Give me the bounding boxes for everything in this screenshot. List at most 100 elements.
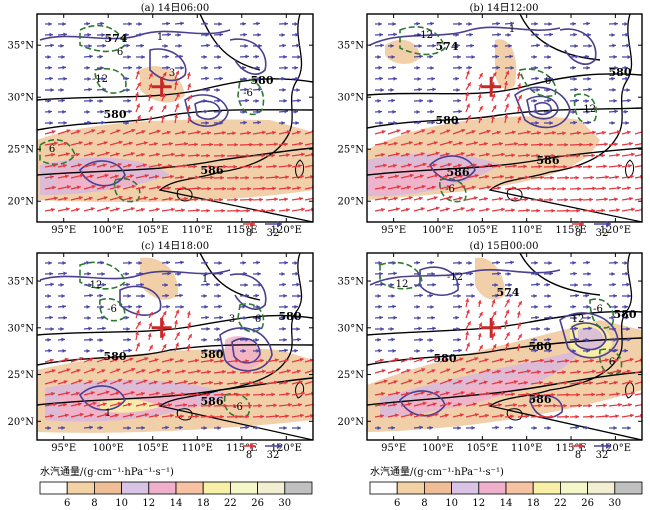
wind-arrow-head bbox=[396, 129, 401, 134]
wind-arrow-head bbox=[297, 54, 301, 59]
wind-arrow-head bbox=[589, 381, 593, 385]
island-taiwan bbox=[625, 381, 635, 399]
panel-a-title: (a) 14日06:00 bbox=[141, 3, 210, 14]
reference-arrow-small-head bbox=[579, 221, 584, 227]
wind-arrow-head bbox=[573, 315, 577, 320]
wind-arrow-head bbox=[625, 76, 629, 81]
wind-arrow-head bbox=[574, 43, 578, 48]
wind-arrow-head bbox=[535, 32, 539, 37]
wind-arrow-head bbox=[465, 298, 470, 303]
height-contour bbox=[519, 253, 601, 296]
wind-arrow-head bbox=[535, 271, 539, 276]
wind-arrow-head bbox=[129, 357, 134, 362]
wind-arrow-head bbox=[125, 271, 129, 276]
wind-arrow-head bbox=[281, 271, 285, 276]
wind-arrow-head bbox=[51, 207, 55, 212]
x-tick-label: 110°E bbox=[511, 443, 542, 454]
height-contour bbox=[519, 14, 601, 61]
wind-arrow-head bbox=[181, 208, 185, 213]
wind-arrow-head bbox=[65, 152, 70, 157]
colorbar-box bbox=[423, 481, 452, 495]
wind-arrow-head bbox=[391, 337, 395, 342]
wind-arrow-head bbox=[378, 260, 382, 265]
wind-arrow-head bbox=[186, 105, 191, 109]
wind-arrow-head bbox=[175, 309, 180, 314]
wind-arrow-head bbox=[203, 293, 207, 298]
wind-arrow-head bbox=[585, 54, 589, 59]
wind-arrow-head bbox=[294, 109, 298, 114]
wind-arrow-head bbox=[284, 304, 288, 309]
wind-arrow-head bbox=[118, 140, 123, 145]
island-taiwan bbox=[625, 159, 635, 179]
wind-arrow-head bbox=[434, 173, 439, 178]
divergence-contour bbox=[119, 285, 162, 316]
wind-arrow-head bbox=[550, 175, 554, 180]
wind-arrow-head bbox=[498, 164, 502, 168]
wind-arrow-head bbox=[588, 326, 592, 331]
contour-label: 12 bbox=[572, 314, 585, 325]
wind-arrow-head bbox=[127, 402, 132, 407]
wind-arrow-head bbox=[232, 131, 236, 136]
wind-arrow-head bbox=[536, 282, 540, 287]
wind-arrow-head bbox=[139, 32, 143, 37]
wind-arrow-head bbox=[284, 142, 288, 147]
wind-arrow-head bbox=[613, 54, 617, 59]
wind-arrow-head bbox=[430, 304, 434, 309]
wind-arrow bbox=[634, 403, 642, 407]
wind-arrow-head bbox=[242, 65, 246, 70]
wind-arrow-head bbox=[585, 293, 589, 298]
wind-arrow-head bbox=[585, 425, 589, 430]
wind-arrow-head bbox=[526, 369, 531, 374]
wind-arrow-head bbox=[585, 337, 589, 342]
wind-arrow-head bbox=[285, 175, 289, 180]
wind-arrow-head bbox=[431, 32, 435, 37]
wind-arrow-head bbox=[551, 392, 555, 397]
wind-arrow-head bbox=[186, 311, 191, 316]
wind-arrow-head bbox=[497, 32, 501, 37]
wind-arrow-head bbox=[140, 391, 145, 396]
wind-arrow-head bbox=[48, 348, 52, 353]
wind-arrow-head bbox=[408, 196, 413, 200]
wind-arrow-head bbox=[479, 311, 483, 316]
wind-arrow-head bbox=[86, 260, 90, 265]
wind-arrow-head bbox=[392, 348, 396, 353]
wind-arrow bbox=[634, 164, 642, 168]
wind-arrow-head bbox=[136, 103, 140, 108]
wind-arrow-head bbox=[540, 175, 544, 180]
wind-arrow-head bbox=[613, 425, 617, 430]
wind-arrow-head bbox=[589, 142, 593, 147]
wind-arrow-head bbox=[90, 207, 95, 211]
wind-arrow-head bbox=[630, 174, 634, 179]
wind-arrow-head bbox=[162, 311, 167, 316]
wind-arrow-head bbox=[629, 357, 634, 362]
divergence-contour bbox=[219, 327, 273, 372]
wind-arrow-head bbox=[286, 208, 290, 213]
wind-arrow-head bbox=[496, 21, 500, 26]
wind-arrow-head bbox=[258, 326, 262, 331]
wind-arrow-head bbox=[176, 93, 180, 98]
x-tick-label: 95°E bbox=[381, 225, 406, 236]
wind-arrow-head bbox=[219, 120, 223, 125]
wind-arrow-head bbox=[430, 348, 434, 353]
wind-arrow-head bbox=[165, 293, 169, 298]
wind-arrow-head bbox=[274, 142, 278, 147]
wind-arrow-head bbox=[148, 116, 153, 121]
wind-arrow-head bbox=[258, 282, 262, 287]
wind-arrow-head bbox=[524, 380, 528, 385]
wind-arrow-head bbox=[485, 152, 490, 157]
wind-arrow-head bbox=[506, 93, 510, 98]
wind-arrow-head bbox=[405, 152, 410, 157]
wind-arrow-head bbox=[537, 186, 541, 191]
contour-label: 1 bbox=[157, 32, 163, 43]
wind-arrow-head bbox=[511, 369, 516, 374]
wind-arrow-head bbox=[499, 357, 504, 362]
wind-arrow-head bbox=[492, 105, 497, 110]
wind-arrow-head bbox=[456, 282, 460, 287]
wind-arrow-head bbox=[141, 185, 146, 190]
wind-arrow-head bbox=[100, 260, 104, 265]
wind-arrow-head bbox=[188, 95, 192, 100]
wind-arrow-head bbox=[287, 185, 291, 190]
wind-arrow-head bbox=[614, 260, 618, 265]
panel-c-map: 580 580 580 586 1 1 3 12 -6 6 -6 bbox=[37, 253, 313, 440]
wind-arrow-head bbox=[175, 70, 180, 75]
